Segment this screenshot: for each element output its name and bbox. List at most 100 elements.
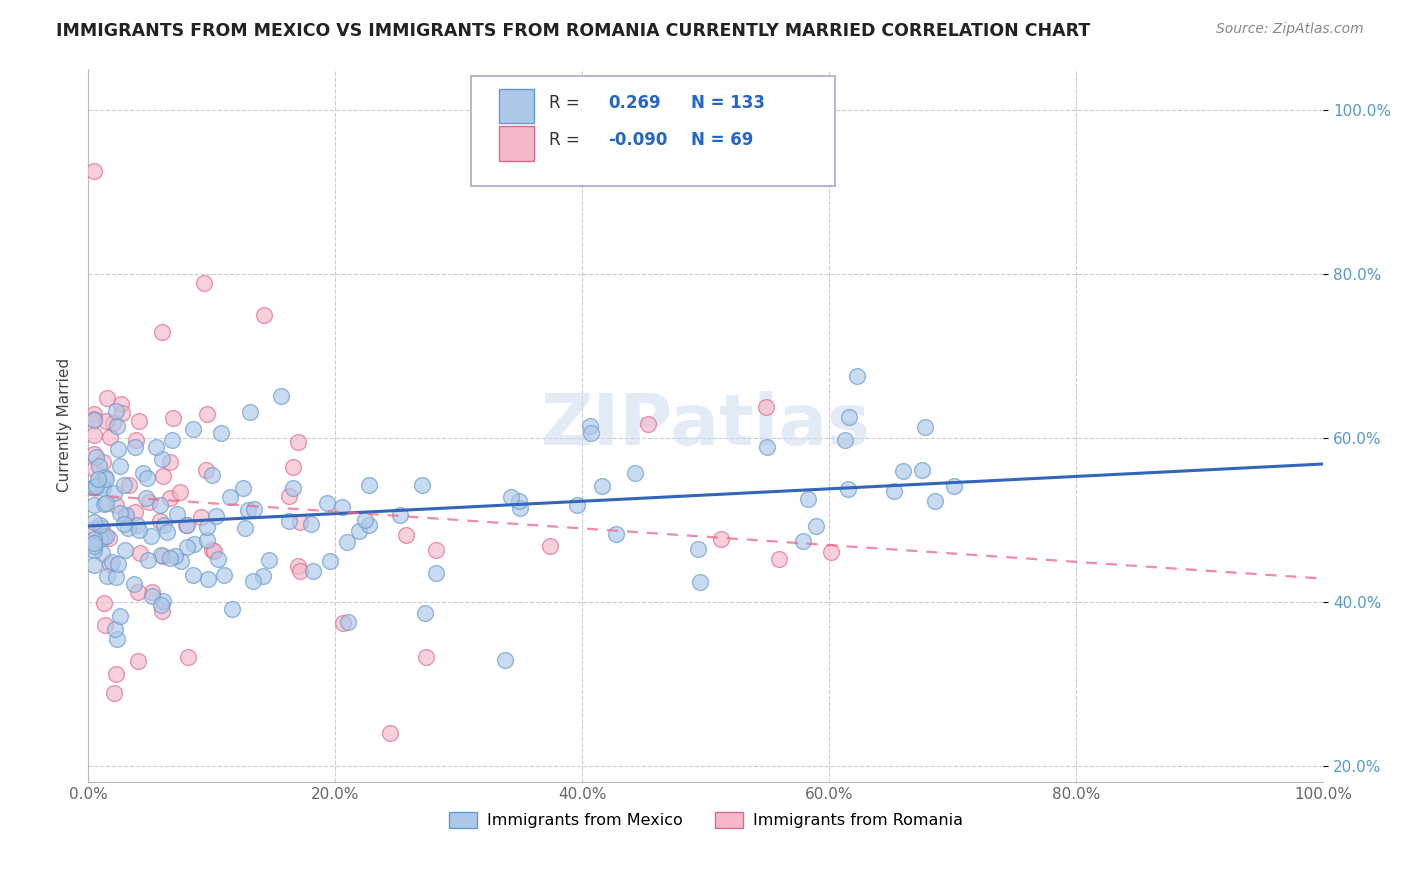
Point [108, 506, 131, 520]
Point [209, 425, 232, 440]
Point [924, 494, 946, 508]
Point [415, 650, 437, 665]
Point [218, 490, 240, 504]
Point [159, 551, 181, 566]
Point [499, 490, 522, 504]
Point [768, 551, 790, 566]
Point [425, 543, 447, 558]
Text: R =: R = [548, 94, 579, 112]
Point [838, 409, 860, 424]
Point [581, 426, 603, 441]
Point [83, 515, 105, 529]
Point [104, 570, 127, 584]
Point [83, 412, 105, 426]
Point [354, 513, 377, 527]
Point [565, 498, 588, 512]
Point [637, 417, 659, 432]
Point [299, 516, 322, 531]
Point [205, 509, 228, 524]
Point [87, 472, 110, 486]
Point [411, 478, 433, 492]
Point [893, 464, 915, 478]
Bar [499, 89, 534, 123]
Point [212, 568, 235, 582]
Bar [499, 127, 534, 161]
Point [111, 406, 134, 420]
Point [359, 478, 381, 492]
Point [202, 544, 225, 558]
Point [591, 479, 613, 493]
Point [141, 589, 163, 603]
Text: Source: ZipAtlas.com: Source: ZipAtlas.com [1216, 22, 1364, 37]
Point [281, 460, 304, 475]
Point [150, 548, 173, 562]
Point [177, 650, 200, 665]
Point [136, 553, 159, 567]
Point [136, 471, 159, 485]
Point [96, 392, 118, 406]
Point [181, 567, 204, 582]
Point [176, 541, 198, 555]
Point [149, 514, 172, 528]
Point [796, 492, 818, 507]
Point [117, 477, 139, 491]
Point [112, 477, 135, 491]
Point [153, 518, 176, 533]
Point [883, 484, 905, 499]
Point [107, 442, 129, 456]
Point [150, 604, 173, 618]
Point [141, 585, 163, 599]
Point [176, 518, 198, 533]
Point [755, 441, 778, 455]
Point [83, 558, 105, 572]
Point [86, 450, 108, 464]
Point [90, 521, 112, 535]
Point [83, 480, 105, 494]
Point [93, 530, 115, 544]
Point [169, 485, 191, 500]
Point [605, 526, 627, 541]
Point [124, 440, 146, 454]
Point [166, 507, 188, 521]
Point [336, 615, 359, 630]
Point [155, 524, 177, 539]
Point [94, 496, 117, 510]
Point [207, 551, 229, 566]
Point [132, 467, 155, 481]
Point [110, 458, 132, 473]
Point [91, 455, 114, 469]
Text: -0.090: -0.090 [609, 131, 668, 149]
Point [125, 433, 148, 447]
Point [127, 654, 149, 668]
Point [83, 447, 105, 461]
Point [122, 577, 145, 591]
Point [509, 500, 531, 515]
Point [252, 569, 274, 583]
Point [152, 469, 174, 483]
Text: 0.269: 0.269 [609, 94, 661, 112]
Point [425, 566, 447, 581]
Point [83, 498, 105, 512]
Point [93, 596, 115, 610]
Point [236, 503, 259, 517]
Point [195, 533, 218, 547]
Point [281, 481, 304, 495]
Point [127, 585, 149, 599]
Point [287, 435, 309, 450]
Point [270, 389, 292, 403]
Point [165, 549, 187, 563]
Point [94, 414, 117, 428]
Point [806, 519, 828, 533]
Point [105, 632, 128, 646]
Point [239, 405, 262, 419]
Point [242, 574, 264, 588]
Point [114, 508, 136, 523]
Point [103, 685, 125, 699]
Point [83, 164, 105, 178]
Point [257, 553, 280, 567]
Point [114, 510, 136, 524]
Point [150, 451, 173, 466]
Point [689, 575, 711, 590]
Point [114, 543, 136, 558]
Point [221, 602, 243, 616]
